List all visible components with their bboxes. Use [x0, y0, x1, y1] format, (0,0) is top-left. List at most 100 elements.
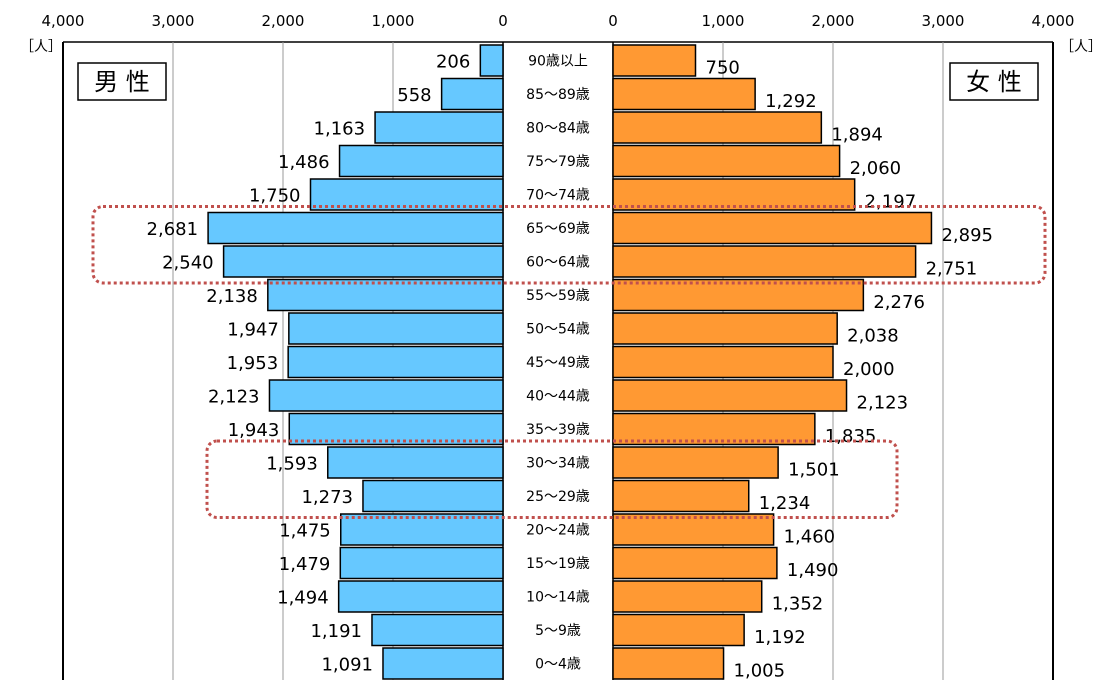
bar-female — [612, 278, 865, 312]
x-tick-label-right: 0 — [608, 12, 618, 30]
value-label-male: 1,273 — [301, 487, 353, 508]
value-label-male: 1,091 — [321, 655, 373, 676]
value-label-male: 2,123 — [208, 387, 260, 408]
bar-male — [268, 379, 504, 412]
value-label-female: 2,038 — [847, 326, 899, 347]
value-label-male: 1,191 — [310, 621, 362, 642]
bar-female — [612, 379, 848, 412]
value-label-female: 1,234 — [759, 493, 811, 514]
category-label: 30～34歳 — [526, 456, 590, 472]
category-label: 90歳以上 — [528, 54, 588, 70]
bar-male — [288, 312, 504, 345]
bar-male — [327, 446, 504, 479]
x-tick-label-left: 4,000 — [42, 12, 85, 30]
value-label-female: 750 — [706, 58, 740, 79]
bar-male — [222, 245, 504, 278]
category-label: 85～89歳 — [526, 87, 590, 103]
bar-female — [612, 546, 778, 580]
x-tick-label-left: 2,000 — [262, 12, 305, 30]
bar-female — [612, 446, 779, 479]
value-label-female: 1,005 — [734, 661, 786, 681]
category-label: 5～9歳 — [535, 623, 581, 639]
value-label-male: 1,953 — [227, 353, 279, 374]
x-tick-label-right: 1,000 — [702, 12, 745, 30]
value-label-female: 1,352 — [772, 594, 824, 615]
category-label: 25～29歳 — [526, 489, 590, 505]
value-label-male: 1,486 — [278, 152, 330, 173]
female-title-box — [949, 62, 1039, 101]
value-label-male: 1,943 — [228, 420, 280, 441]
bar-male — [207, 211, 504, 245]
bar-female — [612, 580, 763, 613]
bar-female — [612, 513, 775, 546]
value-label-male: 1,947 — [227, 320, 279, 341]
value-label-male: 1,593 — [266, 454, 318, 475]
category-label: 45～49歳 — [526, 355, 590, 371]
bar-female — [612, 44, 697, 77]
value-label-female: 1,501 — [788, 460, 840, 481]
bar-male — [267, 278, 504, 312]
value-label-male: 558 — [397, 85, 431, 106]
value-label-male: 206 — [436, 52, 470, 73]
value-label-female: 1,490 — [787, 560, 839, 581]
x-tick-label-right: 3,000 — [922, 12, 965, 30]
category-label: 15～19歳 — [526, 556, 590, 572]
category-label: 75～79歳 — [526, 154, 590, 170]
category-label: 40～44歳 — [526, 389, 590, 405]
category-label: 60～64歳 — [526, 255, 590, 271]
value-label-male: 2,540 — [162, 253, 214, 274]
bar-male — [338, 144, 504, 178]
bar-female — [612, 245, 917, 278]
bar-male — [371, 613, 504, 647]
bar-male — [287, 345, 504, 379]
value-label-female: 2,895 — [941, 225, 993, 246]
bar-male — [374, 111, 504, 144]
value-label-female: 2,123 — [857, 393, 909, 414]
bar-male — [309, 178, 504, 211]
value-label-male: 1,750 — [249, 186, 301, 207]
value-label-female: 1,894 — [831, 125, 883, 146]
female-title: 女 性 — [966, 68, 1022, 96]
category-label: 35～39歳 — [526, 422, 590, 438]
category-label: 20～24歳 — [526, 523, 590, 539]
category-label: 80～84歳 — [526, 121, 590, 137]
bar-female — [612, 111, 823, 144]
value-label-male: 2,138 — [206, 286, 258, 307]
bar-female — [612, 144, 841, 178]
unit-label-left: ［人］ — [20, 39, 62, 55]
bar-male — [340, 513, 504, 546]
category-label: 70～74歳 — [526, 188, 590, 204]
bar-female — [612, 479, 750, 513]
bar-female — [612, 77, 756, 111]
value-label-male: 1,494 — [277, 588, 329, 609]
x-tick-label-left: 3,000 — [152, 12, 195, 30]
category-label: 55～59歳 — [526, 288, 590, 304]
bar-female — [612, 613, 745, 647]
bar-female — [612, 211, 933, 245]
x-tick-label-left: 1,000 — [372, 12, 415, 30]
category-label: 10～14歳 — [526, 590, 590, 606]
bar-female — [612, 178, 856, 211]
category-label: 65～69歳 — [526, 221, 590, 237]
value-label-male: 1,479 — [279, 554, 331, 575]
value-label-female: 2,000 — [843, 359, 895, 380]
value-label-female: 1,192 — [754, 627, 806, 648]
value-label-female: 1,835 — [825, 426, 877, 447]
bar-male — [382, 647, 504, 680]
value-label-female: 2,060 — [850, 158, 902, 179]
x-tick-label-right: 4,000 — [1032, 12, 1075, 30]
bar-female — [612, 312, 838, 345]
bar-female — [612, 412, 816, 446]
bar-female — [612, 345, 834, 379]
value-label-female: 1,292 — [765, 91, 817, 112]
bar-male — [440, 77, 504, 111]
male-title: 男 性 — [94, 68, 150, 96]
bar-male — [337, 580, 504, 613]
category-label: 50～54歳 — [526, 322, 590, 338]
value-label-female: 2,276 — [873, 292, 925, 313]
value-label-female: 2,751 — [926, 259, 978, 280]
x-tick-label-left: 0 — [498, 12, 508, 30]
bar-male — [288, 412, 504, 446]
